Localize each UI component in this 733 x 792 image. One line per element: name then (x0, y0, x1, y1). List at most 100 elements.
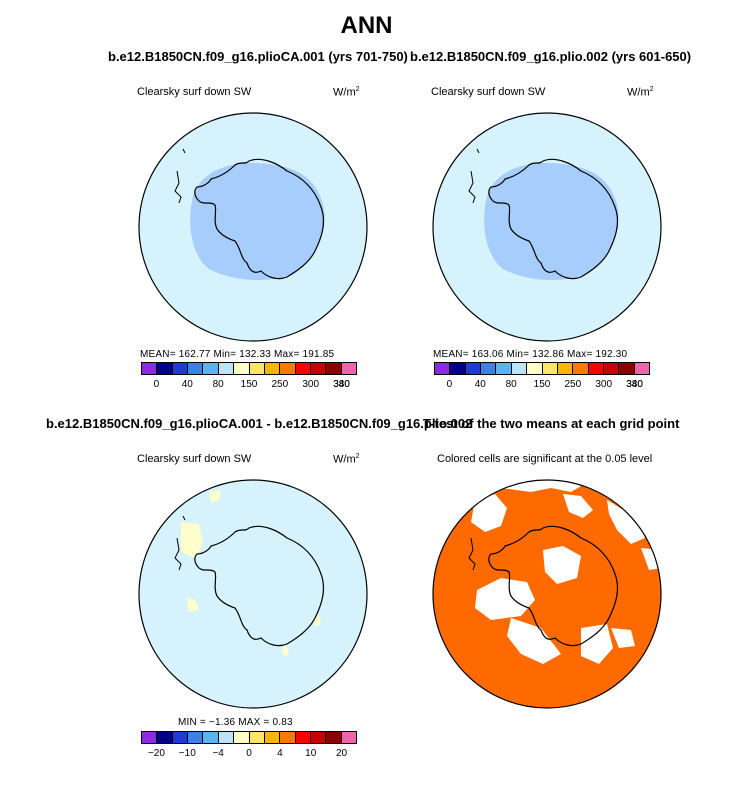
panel-4-label: Colored cells are significant at the 0.0… (437, 453, 653, 465)
antarctica-outline (194, 158, 325, 280)
colorbar-box (573, 363, 589, 374)
panel-2-colorbar-ticks: 0 40 80 150 250 300 340 380 (434, 379, 650, 393)
positive-anomaly-patch (187, 598, 199, 612)
colorbar-box (310, 732, 327, 743)
non-significant-region (607, 500, 645, 544)
colorbar-box (450, 363, 466, 374)
colorbar-box (341, 363, 357, 374)
island-outline (182, 515, 186, 521)
colorbar-tick-label: 80 (505, 379, 517, 390)
panel-1-case-title: b.e12.B1850CN.f09_g16.plioCA.001 (yrs 70… (108, 49, 408, 64)
colorbar-box (511, 363, 528, 374)
island-outline (182, 148, 186, 154)
colorbar-box (218, 363, 235, 374)
panel-3-map (138, 479, 368, 709)
colorbar-tick-label: 340 (333, 379, 350, 390)
colorbar-box (435, 363, 451, 374)
non-significant-region (507, 618, 561, 664)
panel-1-units: W/m2 (333, 86, 360, 99)
panel-1-colorbar (141, 362, 357, 375)
panel-1-variable-label: Clearsky surf down SW (137, 86, 252, 98)
colorbar-box (142, 363, 158, 374)
panel-3-case-title: b.e12.B1850CN.f09_g16.plioCA.001 - b.e12… (46, 416, 473, 431)
panel-2-case-title: b.e12.B1850CN.f09_g16.plio.002 (yrs 601-… (410, 49, 692, 64)
panel-1-colorbar-ticks: 0 40 80 150 250 300 340 380 (141, 379, 357, 393)
colorbar-box (280, 363, 296, 374)
panel-2-colorbar (434, 362, 650, 375)
colorbar-box (326, 732, 342, 743)
antarctic-peninsula-outline (468, 537, 476, 571)
antarctica-outline (194, 525, 325, 647)
colorbar-box (234, 732, 250, 743)
colorbar-tick-label: 40 (181, 379, 193, 390)
colorbar-tick-label: 80 (212, 379, 224, 390)
colorbar-tick-label: 4 (277, 748, 283, 759)
non-significant-region (543, 546, 581, 584)
map-boundary (432, 112, 662, 342)
colorbar-tick-label: 150 (240, 379, 258, 390)
figure-title: ANN (340, 12, 393, 39)
colorbar-tick-label: 380 (333, 379, 350, 390)
panel-3-colorbar (141, 731, 357, 744)
panel-4-map (432, 479, 662, 709)
colorbar-box (557, 363, 574, 374)
non-significant-region (475, 578, 535, 620)
panel-2-map (432, 112, 662, 342)
colorbar-box (218, 732, 235, 743)
low-sw-region (484, 162, 619, 281)
colorbar-box (264, 363, 281, 374)
colorbar-tick-label: 0 (153, 379, 160, 390)
colorbar-tick-label: 300 (302, 379, 320, 390)
colorbar-tick-label: −20 (147, 748, 165, 759)
map-boundary (138, 479, 368, 709)
colorbar-tick-label: 40 (474, 379, 486, 390)
colorbar-box (188, 363, 204, 374)
colorbar-box (481, 363, 497, 374)
antarctica-outline (488, 158, 619, 280)
non-significant-region (471, 494, 507, 532)
colorbar-box (295, 363, 311, 374)
panel-2-units: W/m2 (627, 86, 654, 99)
panel-2-variable-label: Clearsky surf down SW (431, 86, 546, 98)
antarctic-peninsula-outline (174, 170, 182, 204)
colorbar-box (142, 732, 158, 743)
colorbar-box (203, 732, 219, 743)
colorbar-tick-label: 340 (626, 379, 643, 390)
island-outline (476, 148, 480, 154)
colorbar-tick-label: 20 (336, 748, 348, 759)
non-significant-region (563, 494, 593, 518)
colorbar-box (603, 363, 620, 374)
colorbar-box (172, 363, 189, 374)
antarctic-peninsula-outline (468, 170, 476, 204)
colorbar-box (249, 732, 265, 743)
antarctic-peninsula-outline (174, 537, 182, 571)
colorbar-tick-label: 300 (595, 379, 613, 390)
colorbar-box (465, 363, 482, 374)
colorbar-tick-label: 380 (626, 379, 643, 390)
panel-1-stats: MEAN= 162.77 Min= 132.33 Max= 191.85 (140, 349, 335, 360)
colorbar-box (264, 732, 281, 743)
non-significant-region (581, 624, 613, 664)
positive-anomaly-patch (209, 490, 221, 502)
panel-1-map (138, 112, 368, 342)
panel-3-colorbar-ticks: −20 −10 −4 0 4 10 20 (141, 748, 357, 762)
colorbar-box (527, 363, 543, 374)
panel-4-title: T-test of the two means at each grid poi… (423, 416, 680, 431)
colorbar-tick-label: 0 (446, 379, 453, 390)
colorbar-box (634, 363, 650, 374)
colorbar-tick-label: −4 (212, 748, 224, 759)
colorbar-tick-label: 250 (564, 379, 582, 390)
colorbar-box (310, 363, 327, 374)
colorbar-box (542, 363, 558, 374)
positive-anomaly-patch (181, 522, 203, 558)
antarctica-outline (488, 525, 619, 647)
ocean-field (139, 480, 367, 708)
colorbar-box (326, 363, 342, 374)
panel-3-stats: MIN = −1.36 MAX = 0.83 (178, 717, 293, 728)
colorbar-box (341, 732, 357, 743)
panel-2-stats: MEAN= 163.06 Min= 132.86 Max= 192.30 (433, 349, 628, 360)
colorbar-tick-label: 0 (246, 748, 252, 759)
colorbar-tick-label: 250 (271, 379, 289, 390)
colorbar-box (295, 732, 311, 743)
colorbar-box (157, 363, 173, 374)
